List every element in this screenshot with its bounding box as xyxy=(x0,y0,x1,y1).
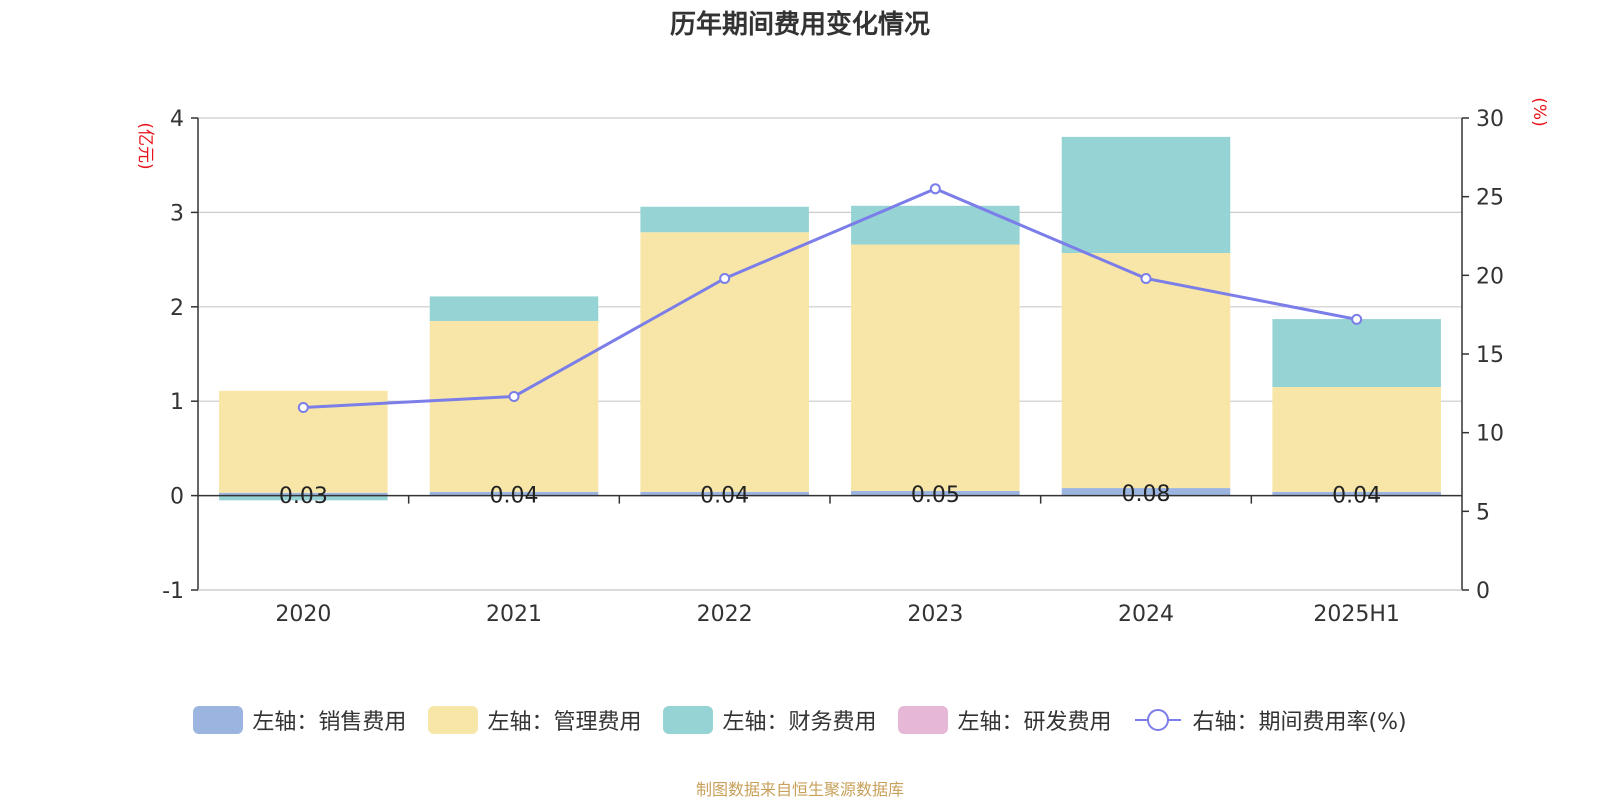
rate-point xyxy=(719,272,731,284)
left-axis-tick-label: 2 xyxy=(170,296,184,321)
rate-point xyxy=(508,390,520,402)
data-label: 0.08 xyxy=(1122,482,1171,507)
category-label: 2020 xyxy=(275,602,331,627)
legend-label-sales: 左轴：销售费用 xyxy=(252,710,407,735)
source-note: 制图数据来自恒生聚源数据库 xyxy=(695,780,904,799)
bar-segment-2 xyxy=(851,205,1020,245)
legend-item-finance[interactable]: 左轴：财务费用 xyxy=(663,704,876,736)
legend-swatch-rd xyxy=(898,706,949,734)
bar-segment-0 xyxy=(851,490,1020,496)
right-axis-tick-label: 0 xyxy=(1476,579,1490,604)
bar-segment-0 xyxy=(1272,491,1441,496)
bar-segment-2 xyxy=(429,296,599,321)
data-label: 0.05 xyxy=(911,483,960,508)
chart-canvas: -1 0 1 2 3 4 (亿元) 0 5 10 15 20 25 30 (%) 0.03 0.04 0.04 0.… xyxy=(135,97,1549,627)
rate-point xyxy=(929,183,941,195)
legend: 左轴：销售费用 左轴：管理费用 左轴：财务费用 左轴：研发费用 右轴：期间费用率… xyxy=(0,704,1600,736)
bar-segment-1 xyxy=(851,244,1020,491)
left-axis-tick-label: 1 xyxy=(170,390,184,415)
left-axis-unit-label: (亿元) xyxy=(135,122,155,169)
rate-point xyxy=(297,401,309,413)
right-axis-unit-label: (%) xyxy=(1529,97,1549,126)
legend-item-rd[interactable]: 左轴：研发费用 xyxy=(898,704,1111,736)
legend-item-admin[interactable]: 左轴：管理费用 xyxy=(428,704,641,736)
left-axis-tick-label: 3 xyxy=(170,201,184,226)
bar-segment-0 xyxy=(1061,488,1231,496)
right-axis-tick-label: 20 xyxy=(1476,264,1504,289)
rate-point xyxy=(1351,313,1363,325)
category-label: 2025H1 xyxy=(1313,602,1400,627)
category-label: 2024 xyxy=(1118,602,1174,627)
bar-segment-2 xyxy=(219,495,388,501)
legend-line-marker-icon xyxy=(1135,709,1182,731)
legend-item-rate[interactable]: 右轴：期间费用率(%) xyxy=(1133,704,1407,736)
right-axis-tick-label: 30 xyxy=(1476,107,1504,132)
right-axis-tick-label: 15 xyxy=(1476,343,1504,368)
legend-swatch-admin xyxy=(428,706,479,734)
right-axis-tick-label: 25 xyxy=(1476,186,1504,211)
left-axis-tick-label: 0 xyxy=(170,485,184,510)
bar-segment-2 xyxy=(1272,319,1441,388)
bar-segment-1 xyxy=(1272,387,1441,492)
rate-line xyxy=(303,187,1357,409)
category-label: 2022 xyxy=(697,602,753,627)
bar-segment-1 xyxy=(640,232,809,492)
right-axis-tick-label: 5 xyxy=(1476,500,1490,525)
legend-swatch-finance xyxy=(663,706,714,734)
chart-title: 历年期间费用变化情况 xyxy=(669,10,930,40)
bar-segment-0 xyxy=(640,491,809,496)
bar-segment-2 xyxy=(1061,136,1231,253)
data-label: 0.04 xyxy=(490,484,539,509)
bar-segment-2 xyxy=(640,206,809,233)
legend-label-rd: 左轴：研发费用 xyxy=(957,710,1112,735)
bar-segment-1 xyxy=(429,320,599,492)
rate-point xyxy=(1140,272,1152,284)
legend-swatch-sales xyxy=(193,706,244,734)
data-label: 0.03 xyxy=(279,484,328,509)
legend-label-admin: 左轴：管理费用 xyxy=(487,710,642,735)
category-label: 2023 xyxy=(907,602,963,627)
legend-label-finance: 左轴：财务费用 xyxy=(722,710,877,735)
left-axis-tick-label: -1 xyxy=(162,579,184,604)
left-axis-tick-label: 4 xyxy=(170,107,184,132)
bar-segment-0 xyxy=(429,491,599,496)
right-axis-tick-label: 10 xyxy=(1476,422,1504,447)
legend-label-rate: 右轴：期间费用率(%) xyxy=(1192,710,1407,735)
bar-segment-1 xyxy=(1061,252,1231,489)
legend-item-sales[interactable]: 左轴：销售费用 xyxy=(193,704,406,736)
category-label: 2021 xyxy=(486,602,542,627)
data-label: 0.04 xyxy=(700,484,749,509)
data-label: 0.04 xyxy=(1332,484,1381,509)
bar-segment-0 xyxy=(219,492,388,496)
